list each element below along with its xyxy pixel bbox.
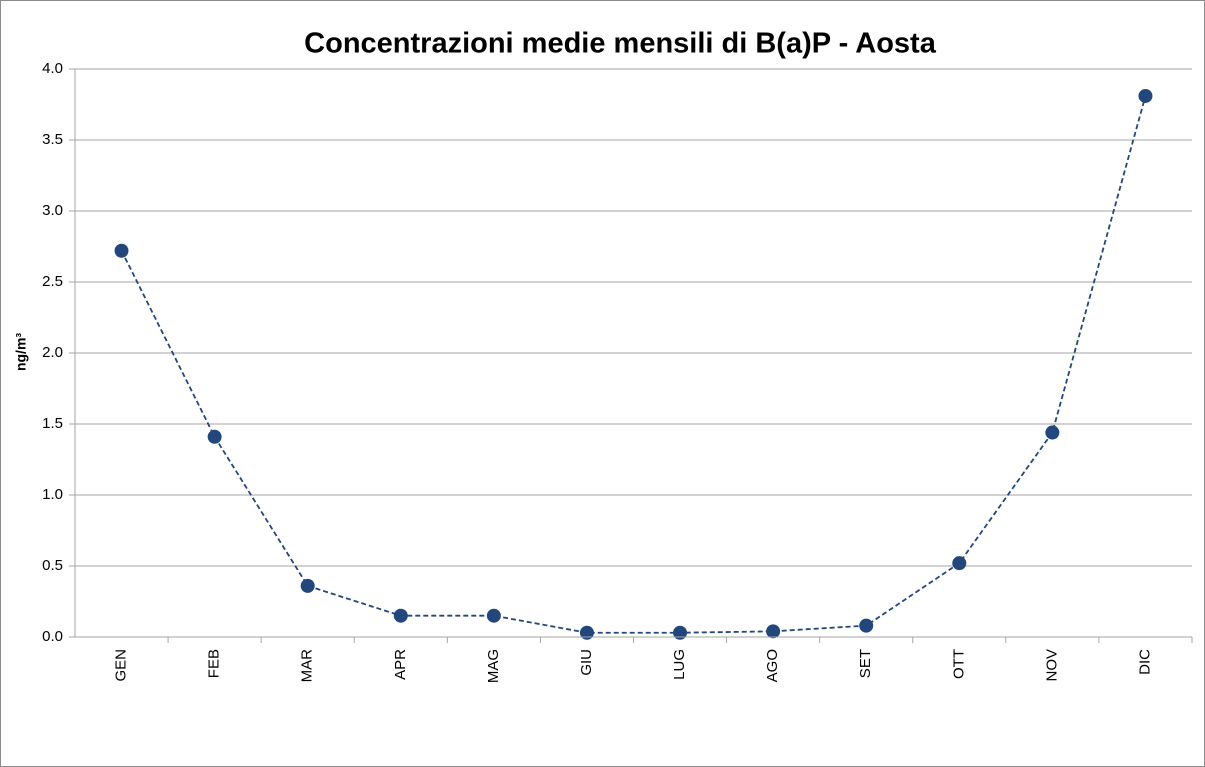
x-tick-label: MAR <box>299 649 316 683</box>
data-point <box>1138 88 1153 103</box>
y-tick-label: 3.5 <box>42 131 63 148</box>
data-point <box>952 556 967 571</box>
x-tick-label: MAG <box>485 649 502 683</box>
data-point <box>673 625 688 640</box>
x-tick-label: NOV <box>1043 649 1060 682</box>
y-tick-label: 4.0 <box>42 60 63 77</box>
x-tick-label: LUG <box>671 649 688 680</box>
y-tick-label: 1.0 <box>42 486 63 503</box>
y-axis-label: ng/m³ <box>13 333 29 371</box>
x-tick-label: GEN <box>113 649 130 682</box>
y-tick-label: 0.0 <box>42 628 63 645</box>
x-tick-label: AGO <box>764 649 781 682</box>
x-tick-label: GIU <box>578 649 595 676</box>
data-point <box>207 429 222 444</box>
data-point <box>486 608 501 623</box>
series-line <box>120 95 1147 634</box>
y-tick-label: 0.5 <box>42 557 63 574</box>
data-point <box>300 578 315 593</box>
data-point <box>1045 425 1060 440</box>
y-tick-label: 2.5 <box>42 273 63 290</box>
y-tick-label: 2.0 <box>42 344 63 361</box>
y-tick-label: 3.0 <box>42 202 63 219</box>
data-point <box>859 618 874 633</box>
data-point <box>766 624 781 639</box>
x-tick-label: OTT <box>950 649 967 679</box>
data-point <box>393 608 408 623</box>
x-tick-label: DIC <box>1136 649 1153 675</box>
data-point <box>114 243 129 258</box>
y-tick-label: 1.5 <box>42 415 63 432</box>
chart-title: Concentrazioni medie mensili di B(a)P - … <box>304 28 937 60</box>
x-tick-label: APR <box>392 649 409 680</box>
x-tick-label: FEB <box>206 649 223 678</box>
x-tick-label: SET <box>857 649 874 678</box>
data-point <box>579 625 594 640</box>
